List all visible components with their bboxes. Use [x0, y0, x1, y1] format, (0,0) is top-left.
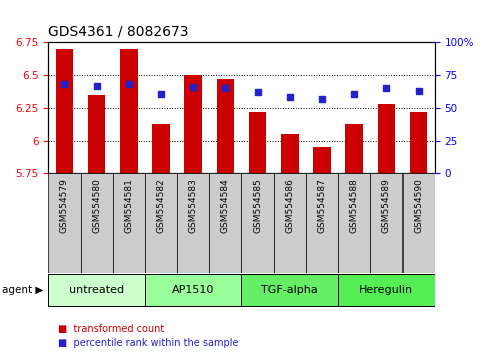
Text: GSM554583: GSM554583: [189, 178, 198, 233]
Bar: [152, 124, 170, 173]
Bar: [402, 173, 435, 273]
Bar: [48, 274, 145, 306]
Bar: [410, 112, 427, 173]
Bar: [306, 173, 338, 273]
Text: Heregulin: Heregulin: [359, 285, 413, 295]
Point: [60, 81, 68, 87]
Text: untreated: untreated: [69, 285, 124, 295]
Text: GSM554584: GSM554584: [221, 178, 230, 233]
Text: GDS4361 / 8082673: GDS4361 / 8082673: [48, 24, 189, 39]
Text: GSM554581: GSM554581: [124, 178, 133, 233]
Text: ■  percentile rank within the sample: ■ percentile rank within the sample: [58, 338, 239, 348]
Text: GSM554587: GSM554587: [317, 178, 327, 233]
Text: GSM554589: GSM554589: [382, 178, 391, 233]
Point: [383, 86, 390, 91]
Point: [222, 86, 229, 91]
Bar: [209, 173, 242, 273]
Bar: [48, 173, 81, 273]
Text: ■  transformed count: ■ transformed count: [58, 324, 164, 334]
Bar: [274, 173, 306, 273]
Point: [254, 90, 261, 95]
Point: [318, 96, 326, 102]
Point: [157, 91, 165, 96]
Bar: [56, 49, 73, 173]
Bar: [338, 274, 435, 306]
Bar: [185, 75, 202, 173]
Text: GSM554586: GSM554586: [285, 178, 294, 233]
Bar: [370, 173, 402, 273]
Bar: [345, 124, 363, 173]
Bar: [242, 173, 274, 273]
Text: GSM554590: GSM554590: [414, 178, 423, 233]
Bar: [177, 173, 209, 273]
Bar: [242, 274, 338, 306]
Bar: [145, 274, 242, 306]
Text: GSM554580: GSM554580: [92, 178, 101, 233]
Text: agent ▶: agent ▶: [2, 285, 44, 295]
Text: GSM554588: GSM554588: [350, 178, 359, 233]
Bar: [338, 173, 370, 273]
Bar: [378, 104, 395, 173]
Point: [189, 84, 197, 90]
Text: AP1510: AP1510: [172, 285, 214, 295]
Bar: [120, 49, 138, 173]
Text: GSM554579: GSM554579: [60, 178, 69, 233]
Point: [350, 91, 358, 96]
Point: [415, 88, 423, 94]
Bar: [216, 79, 234, 173]
Point: [286, 95, 294, 100]
Point: [125, 81, 133, 87]
Bar: [145, 173, 177, 273]
Bar: [313, 147, 331, 173]
Bar: [249, 112, 267, 173]
Point: [93, 83, 100, 88]
Text: TGF-alpha: TGF-alpha: [261, 285, 318, 295]
Bar: [113, 173, 145, 273]
Bar: [88, 95, 105, 173]
Text: GSM554582: GSM554582: [156, 178, 166, 233]
Bar: [81, 173, 113, 273]
Text: GSM554585: GSM554585: [253, 178, 262, 233]
Bar: [281, 134, 298, 173]
